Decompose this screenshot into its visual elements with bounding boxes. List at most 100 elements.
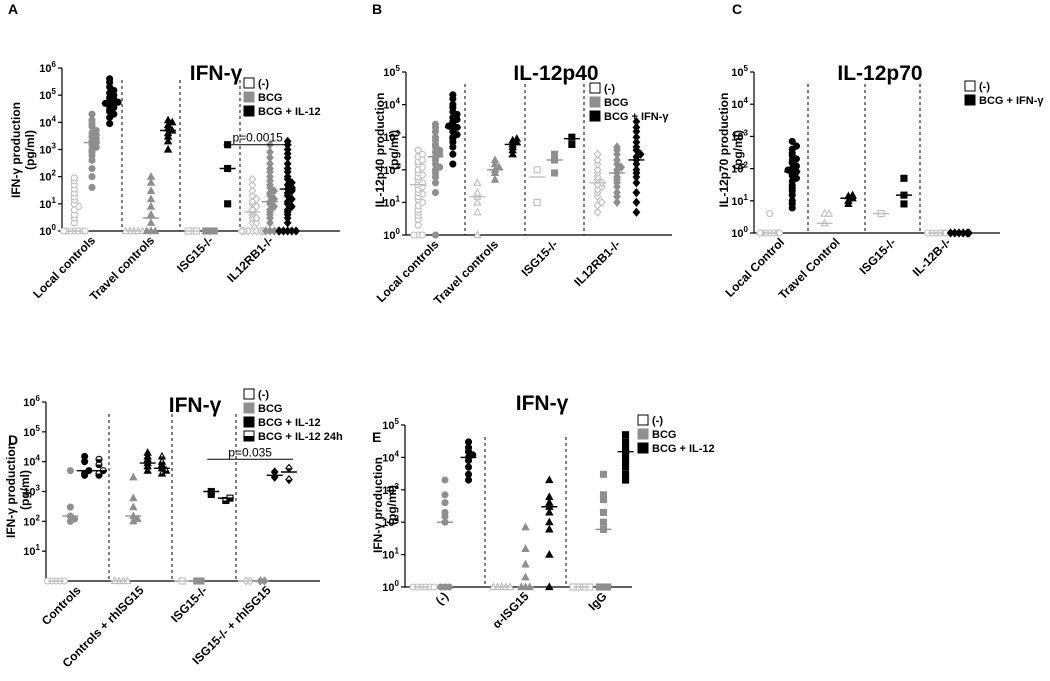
data-point bbox=[792, 142, 801, 150]
data-point bbox=[900, 174, 908, 182]
data-point bbox=[824, 209, 834, 217]
data-point bbox=[599, 491, 608, 499]
data-point bbox=[266, 218, 274, 228]
data-point bbox=[266, 147, 274, 157]
y-tick-label: 104 bbox=[39, 114, 56, 129]
data-point bbox=[266, 205, 274, 215]
data-point bbox=[129, 472, 138, 481]
panel-d: D IFN-γ IFN-γ production(pg/ml) 101 102 103 10… bbox=[4, 388, 343, 670]
x-tick-label: Travel controls bbox=[431, 237, 501, 307]
data-point bbox=[143, 466, 152, 474]
data-point bbox=[449, 91, 457, 99]
data-point bbox=[632, 207, 641, 217]
data-point bbox=[599, 518, 608, 526]
data-point bbox=[146, 201, 156, 210]
legend-swatch bbox=[589, 82, 601, 94]
data-point bbox=[788, 137, 796, 145]
x-tick-label: α-ISG15 bbox=[490, 589, 532, 631]
data-point bbox=[449, 150, 457, 158]
data-point bbox=[146, 172, 156, 180]
data-point bbox=[146, 186, 156, 194]
data-point bbox=[252, 213, 261, 223]
data-point bbox=[237, 226, 246, 236]
x-tick-label: ISG15-/- bbox=[168, 583, 210, 625]
data-point bbox=[622, 444, 630, 452]
legend-item: BCG + IL-12 bbox=[243, 416, 321, 429]
data-point bbox=[146, 218, 156, 226]
data-point bbox=[270, 186, 279, 196]
data-point bbox=[473, 230, 482, 239]
x-tick-label: Local controls bbox=[374, 237, 442, 305]
panel-letter: C bbox=[732, 1, 742, 17]
data-point bbox=[252, 218, 261, 228]
data-point bbox=[449, 101, 457, 109]
p-value-label: p=0.0015 bbox=[232, 131, 283, 145]
data-point bbox=[521, 572, 530, 581]
legend-item: BCG + IL-12 bbox=[637, 442, 715, 455]
data-point bbox=[430, 583, 438, 591]
data-point bbox=[473, 197, 482, 206]
data-point bbox=[636, 149, 645, 159]
data-point bbox=[632, 122, 641, 132]
data-point bbox=[95, 455, 103, 463]
data-point bbox=[632, 187, 641, 198]
data-point bbox=[622, 470, 630, 478]
y-axis-label: IL-12p70 production(pg/ml) bbox=[717, 93, 745, 208]
data-point bbox=[248, 174, 257, 184]
data-point bbox=[473, 178, 482, 186]
data-point bbox=[490, 175, 500, 183]
data-point bbox=[545, 582, 554, 591]
data-point bbox=[285, 475, 293, 485]
data-point bbox=[88, 116, 96, 124]
y-tick-label: 101 bbox=[383, 194, 400, 209]
data-point bbox=[521, 559, 530, 568]
data-point bbox=[248, 191, 257, 201]
data-point bbox=[266, 159, 274, 169]
legend-label: BCG + IFN-γ bbox=[979, 95, 1044, 107]
y-tick-label: 104 bbox=[383, 97, 400, 112]
y-axis-label: IFN-γ production(pg/ml) bbox=[9, 102, 37, 198]
legend-swatch bbox=[964, 94, 976, 106]
legend-swatch bbox=[243, 91, 255, 103]
y-tick-label: 102 bbox=[383, 162, 400, 177]
chart-title: IFN-γ bbox=[190, 62, 243, 85]
data-point bbox=[622, 463, 630, 471]
data-point bbox=[593, 207, 602, 217]
data-point bbox=[521, 522, 530, 531]
legend-item: (-) bbox=[589, 82, 615, 95]
data-point bbox=[464, 438, 473, 446]
data-point bbox=[266, 172, 274, 182]
data-point bbox=[533, 198, 541, 206]
y-tick-label: 100 bbox=[382, 579, 399, 594]
data-point bbox=[143, 451, 152, 460]
data-point bbox=[418, 150, 426, 158]
data-point bbox=[95, 461, 103, 469]
y-axis-label: IL-12p40 production(pg/ml) bbox=[373, 93, 401, 208]
data-point bbox=[129, 493, 138, 502]
y-axis-label: IFN-γ production(pg/ml) bbox=[4, 442, 32, 538]
data-point bbox=[81, 227, 89, 235]
data-point bbox=[129, 502, 138, 511]
data-point bbox=[613, 197, 621, 208]
data-point bbox=[490, 159, 500, 168]
data-point bbox=[632, 137, 641, 147]
data-point bbox=[550, 150, 559, 158]
data-point bbox=[632, 165, 641, 175]
data-point bbox=[283, 205, 292, 215]
data-point bbox=[410, 231, 418, 239]
legend-label: BCG + IL-12 bbox=[258, 106, 321, 118]
x-tick-label: IL12RB1-/- bbox=[571, 237, 623, 289]
p-value-label: p=0.035 bbox=[228, 445, 272, 459]
data-point bbox=[613, 155, 621, 165]
data-point bbox=[441, 499, 449, 507]
data-point bbox=[441, 491, 449, 499]
data-point bbox=[473, 187, 482, 196]
data-point bbox=[270, 194, 279, 204]
data-point bbox=[283, 144, 292, 155]
legend-swatch bbox=[243, 105, 255, 117]
data-point bbox=[266, 153, 274, 163]
y-tick-label: 105 bbox=[23, 424, 40, 439]
data-point bbox=[521, 544, 530, 552]
legend-label: BCG bbox=[652, 429, 676, 441]
data-point bbox=[632, 178, 641, 188]
